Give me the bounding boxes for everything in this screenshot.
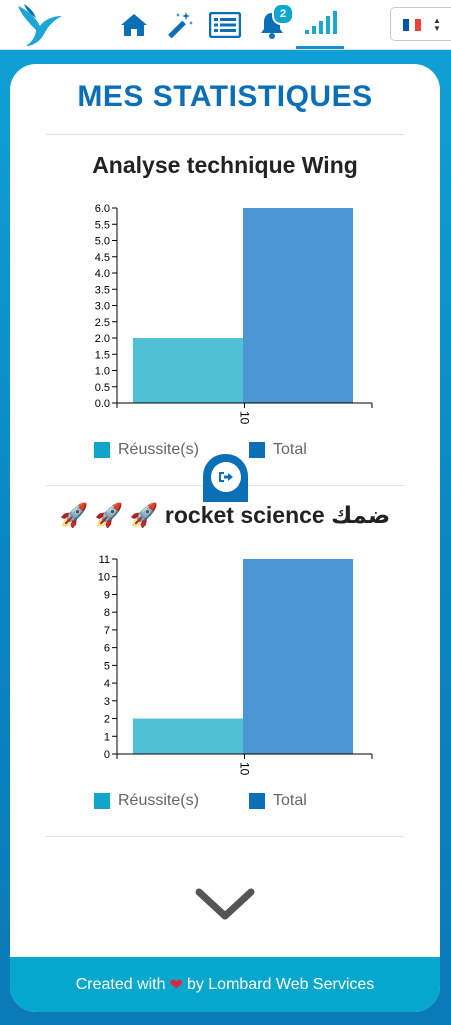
bar-total[interactable] — [243, 559, 353, 754]
divider — [45, 134, 404, 135]
bar-chart-2: 0 1 2 3 4 5 6 7 8 9 10 11 10 — [98, 554, 373, 776]
legend-swatch-success — [94, 793, 110, 809]
y-tick-label: 0 — [104, 749, 110, 761]
footer: Created with ❤ by Lombard Web Services — [10, 957, 440, 1012]
legend-item-total[interactable]: Total — [249, 792, 307, 810]
y-tick-label: 2 — [104, 714, 110, 726]
legend-label-total: Total — [273, 792, 307, 809]
legend-label-total: Total — [273, 441, 307, 458]
y-tick-label: 2.5 — [95, 317, 110, 329]
legend-item-success[interactable]: Réussite(s) — [94, 441, 199, 459]
bird-logo-icon[interactable] — [14, 2, 64, 48]
y-tick-label: 3.5 — [95, 284, 110, 296]
y-tick-label: 1 — [104, 731, 110, 743]
chart-legend-2: Réussite(s) Total — [10, 792, 440, 814]
bar-success[interactable] — [133, 718, 243, 754]
top-navbar: 2 ▲ ▼ — [0, 0, 451, 50]
list-icon[interactable] — [201, 0, 249, 49]
y-tick-label: 9 — [104, 589, 110, 601]
footer-prefix: Created with — [75, 975, 166, 993]
share-button[interactable] — [203, 454, 248, 502]
legend-swatch-total — [249, 442, 265, 458]
y-tick-label: 4.5 — [95, 252, 110, 264]
y-tick-label: 6 — [104, 643, 110, 655]
y-tick-label: 1.5 — [95, 349, 110, 361]
legend-swatch-success — [94, 442, 110, 458]
y-tick-label: 10 — [98, 572, 110, 584]
footer-suffix: by Lombard Web Services — [186, 975, 375, 993]
y-tick-label: 1.0 — [95, 366, 110, 378]
chart-title-1: Analyse technique Wing — [92, 152, 358, 178]
y-tick-label: 0.5 — [95, 382, 110, 394]
legend-item-success[interactable]: Réussite(s) — [94, 792, 199, 810]
y-tick-label: 8 — [104, 607, 110, 619]
y-tick-label: 4.0 — [95, 268, 110, 280]
select-arrows-icon: ▲ ▼ — [433, 16, 441, 33]
x-tick-label: 10 — [238, 411, 252, 425]
legend-label-success: Réussite(s) — [118, 441, 199, 458]
y-tick-label: 5.5 — [95, 219, 110, 231]
share-icon — [210, 462, 241, 492]
chart-title-2: 🚀 🚀 🚀 rocket science ضمك — [59, 502, 391, 528]
y-tick-label: 2.0 — [95, 333, 110, 345]
chevron-down-icon[interactable] — [195, 884, 255, 929]
legend-label-success: Réussite(s) — [118, 792, 199, 809]
y-tick-label: 3.0 — [95, 301, 110, 313]
heart-icon: ❤ — [169, 976, 183, 994]
x-tick-label: 10 — [238, 762, 252, 776]
y-tick-label: 11 — [99, 554, 110, 566]
y-tick-label: 7 — [104, 625, 110, 637]
legend-swatch-total — [249, 793, 265, 809]
y-tick-label: 3 — [104, 696, 110, 708]
y-tick-label: 6.0 — [95, 203, 110, 215]
y-tick-label: 0.0 — [95, 398, 110, 410]
magic-wand-icon[interactable] — [155, 0, 203, 49]
statistics-card: MES STATISTIQUES Analyse technique Wing … — [10, 64, 440, 1012]
bell-icon[interactable]: 2 — [248, 0, 296, 49]
y-tick-label: 5 — [104, 660, 110, 672]
notification-badge: 2 — [272, 3, 294, 25]
bar-chart-1: 0.0 0.5 1.0 1.5 2.0 2.5 3.0 3.5 4.0 4.5 5.0 5.5 6.0 1… — [95, 203, 373, 425]
page-title: MES STATISTIQUES — [77, 80, 373, 113]
language-select[interactable]: ▲ ▼ — [390, 7, 451, 41]
france-flag-icon — [403, 19, 421, 31]
chart-legend-1: Réussite(s) Total — [10, 441, 440, 463]
home-icon[interactable] — [110, 0, 158, 49]
divider — [45, 836, 404, 837]
y-tick-label: 5.0 — [95, 236, 110, 248]
legend-item-total[interactable]: Total — [249, 441, 307, 459]
bar-success[interactable] — [133, 338, 243, 403]
stats-icon[interactable] — [296, 0, 344, 49]
bar-total[interactable] — [243, 208, 353, 403]
y-tick-label: 4 — [104, 678, 110, 690]
